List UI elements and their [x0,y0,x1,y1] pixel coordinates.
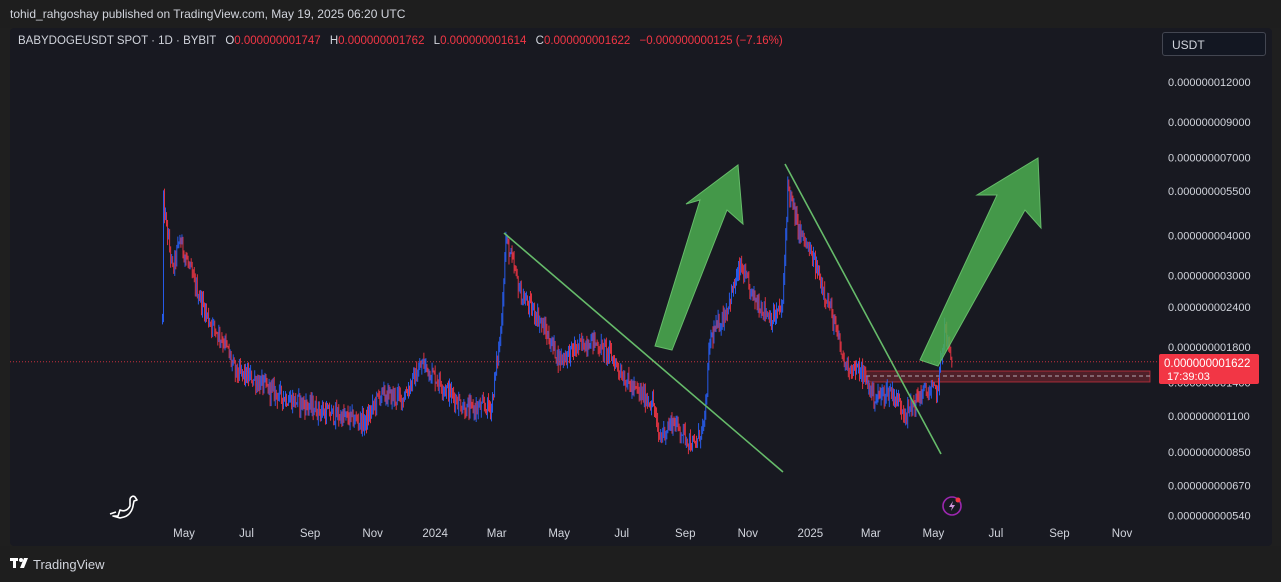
price-tick-label: 0.000000007000 [1168,152,1251,164]
countdown-label: 17:39:03 [1167,371,1210,383]
chart-panel[interactable]: May Jul Sep Nov 2024 Mar May Jul Sep Nov 2025 Mar Ma… [10,28,1272,546]
price-tick-label: 0.000000012000 [1168,77,1251,89]
support-zone [865,370,1151,383]
time-tick-label: May [548,528,570,540]
time-tick-label: 2025 [798,528,824,540]
price-tick-label: 0.000000003000 [1168,271,1251,283]
price-tick-label: 0.000000000540 [1168,510,1251,522]
time-tick-label: Nov [738,528,759,540]
close-value: 0.000000001622 [543,35,631,47]
lightning-icon[interactable] [942,496,962,516]
price-tick-label: 0.000000001100 [1168,411,1250,423]
high-value: 0.000000001762 [338,35,425,47]
price-tick-label: 0.000000005500 [1168,186,1251,198]
brand-label: TradingView [33,557,105,572]
publisher-header: tohid_rahgoshay published on TradingView… [0,0,1281,28]
trendline-1[interactable] [503,232,784,473]
last-price-label: 0.000000001622 [1164,358,1250,370]
ohlc-legend: BABYDOGEUSDT SPOT · 1D · BYBIT O0.000000… [18,35,783,47]
low-key: L [433,35,441,47]
currency-button[interactable]: USDT [1162,32,1266,56]
price-axis[interactable]: 0.000000012000 0.000000009000 0.0000000070… [1168,77,1251,522]
trendline-2[interactable] [784,163,942,455]
low-value: 0.000000001614 [440,35,527,47]
time-tick-label: Nov [1112,528,1133,540]
footer: TradingView [0,546,1281,582]
candles [162,176,953,455]
symbol-label[interactable]: BABYDOGEUSDT SPOT · 1D · BYBIT [18,35,217,47]
price-tick-label: 0.000000000670 [1168,480,1251,492]
time-axis[interactable]: May Jul Sep Nov 2024 Mar May Jul Sep Nov 2025 Mar Ma… [173,528,1132,540]
time-tick-label: Mar [861,528,881,540]
price-chart[interactable]: May Jul Sep Nov 2024 Mar May Jul Sep Nov 2025 Mar Ma… [10,28,1272,546]
close-key: C [535,35,544,47]
time-tick-label: Mar [487,528,507,540]
time-tick-label: Sep [1049,528,1069,540]
open-value: 0.000000001747 [234,35,321,47]
tradingview-logo-icon [10,558,28,568]
time-tick-label: Jul [989,528,1004,540]
open-key: O [225,35,235,47]
price-tick-label: 0.000000009000 [1168,117,1251,129]
time-tick-label: Jul [614,528,629,540]
price-tick-label: 0.000000000850 [1168,447,1251,459]
price-tick-label: 0.000000002400 [1168,302,1251,314]
time-tick-label: May [173,528,195,540]
time-tick-label: May [923,528,945,540]
price-tick-label: 0.000000001800 [1168,342,1251,354]
up-arrow-1[interactable] [654,164,744,351]
time-tick-label: Sep [675,528,695,540]
dinosaur-icon[interactable] [109,495,138,519]
publisher-text: tohid_rahgoshay published on TradingView… [10,7,406,21]
last-price-tag: 0.000000001622 17:39:03 [1159,354,1259,384]
time-tick-label: Nov [362,528,383,540]
time-tick-label: 2024 [422,528,448,540]
time-tick-label: Sep [300,528,320,540]
price-tick-label: 0.000000004000 [1168,231,1251,243]
time-tick-label: Jul [239,528,254,540]
high-key: H [329,35,339,47]
up-arrow-2[interactable] [919,157,1042,367]
change-value: −0.000000000125 (−7.16%) [639,35,783,47]
